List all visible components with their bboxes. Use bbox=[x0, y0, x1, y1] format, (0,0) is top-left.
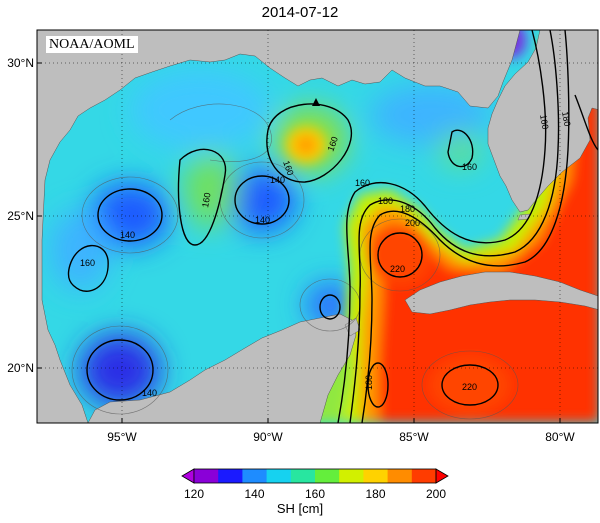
contour-label: 160 bbox=[538, 114, 550, 131]
map-frame bbox=[36, 29, 599, 424]
colorbar-cell bbox=[363, 469, 389, 483]
land-cuba bbox=[404, 271, 598, 315]
contour-label: 160 bbox=[462, 162, 477, 172]
contour-label: 220 bbox=[462, 382, 477, 392]
contour-label: 140 bbox=[142, 388, 157, 398]
contour-label: 160 bbox=[80, 258, 95, 268]
colorbar-tick-label: 200 bbox=[426, 487, 446, 501]
colorbar-cell bbox=[242, 469, 268, 483]
colorbar-cell bbox=[411, 469, 437, 483]
land-florida bbox=[487, 30, 598, 213]
contour-label: 140 bbox=[255, 215, 270, 225]
lat-label-25n: 25°N bbox=[7, 209, 34, 223]
station-marker-icon bbox=[312, 98, 320, 106]
lon-label-80w: 80°W bbox=[545, 430, 575, 444]
land-mexico bbox=[87, 313, 357, 423]
contour-label: 180 bbox=[400, 204, 415, 214]
contour-label: 200 bbox=[405, 218, 420, 228]
contour-label: 140 bbox=[270, 175, 285, 185]
colorbar-tick-label: 120 bbox=[184, 487, 204, 501]
colorbar-label: SH [cm] bbox=[276, 501, 324, 516]
colorbar-high-arrow bbox=[435, 468, 449, 484]
colorbar-low-arrow bbox=[181, 468, 195, 484]
lon-label-95w: 95°W bbox=[107, 430, 137, 444]
colorbar-tick-label: 180 bbox=[365, 487, 385, 501]
colorbar-tick-label: 160 bbox=[305, 487, 325, 501]
major-contours bbox=[67, 30, 598, 423]
colorbar-cell bbox=[266, 469, 292, 483]
credit-label: NOAA/AOML bbox=[46, 36, 138, 53]
contour-label: 140 bbox=[120, 230, 135, 240]
map-title: 2014-07-12 bbox=[261, 4, 339, 21]
lon-label-90w: 90°W bbox=[253, 430, 283, 444]
contour-label: 160 bbox=[281, 159, 296, 177]
colorbar-cell bbox=[339, 469, 364, 483]
lon-label-85w: 85°W bbox=[399, 430, 429, 444]
colorbar-cell bbox=[290, 469, 316, 483]
land-usa bbox=[37, 30, 521, 423]
contour-label-group: 160 160 160 160 140 140 140 160 140 160 … bbox=[80, 111, 572, 398]
colorbar-cell bbox=[315, 469, 340, 483]
colorbar-cell bbox=[194, 469, 219, 483]
colorbar-cell bbox=[218, 469, 243, 483]
colorbar-cell bbox=[387, 469, 413, 483]
contour-label: 160 bbox=[355, 178, 370, 188]
colorbar-tick-label: 140 bbox=[244, 487, 264, 501]
axis-ticks bbox=[37, 62, 561, 423]
lat-label-30n: 30°N bbox=[7, 56, 34, 70]
contour-label: 180 bbox=[378, 196, 393, 206]
grid-lines bbox=[37, 30, 598, 423]
contour-label: 220 bbox=[390, 264, 405, 274]
contour-label: 160 bbox=[200, 192, 212, 209]
colorbar: 120 140 160 180 200 bbox=[181, 468, 449, 501]
lat-label-20n: 20°N bbox=[7, 361, 34, 375]
map-field: 160 160 160 160 140 140 140 160 140 160 … bbox=[37, 30, 598, 423]
contour-label: 180 bbox=[364, 375, 374, 390]
contour-label: 160 bbox=[325, 135, 340, 153]
contour-label: 180 bbox=[560, 111, 572, 128]
